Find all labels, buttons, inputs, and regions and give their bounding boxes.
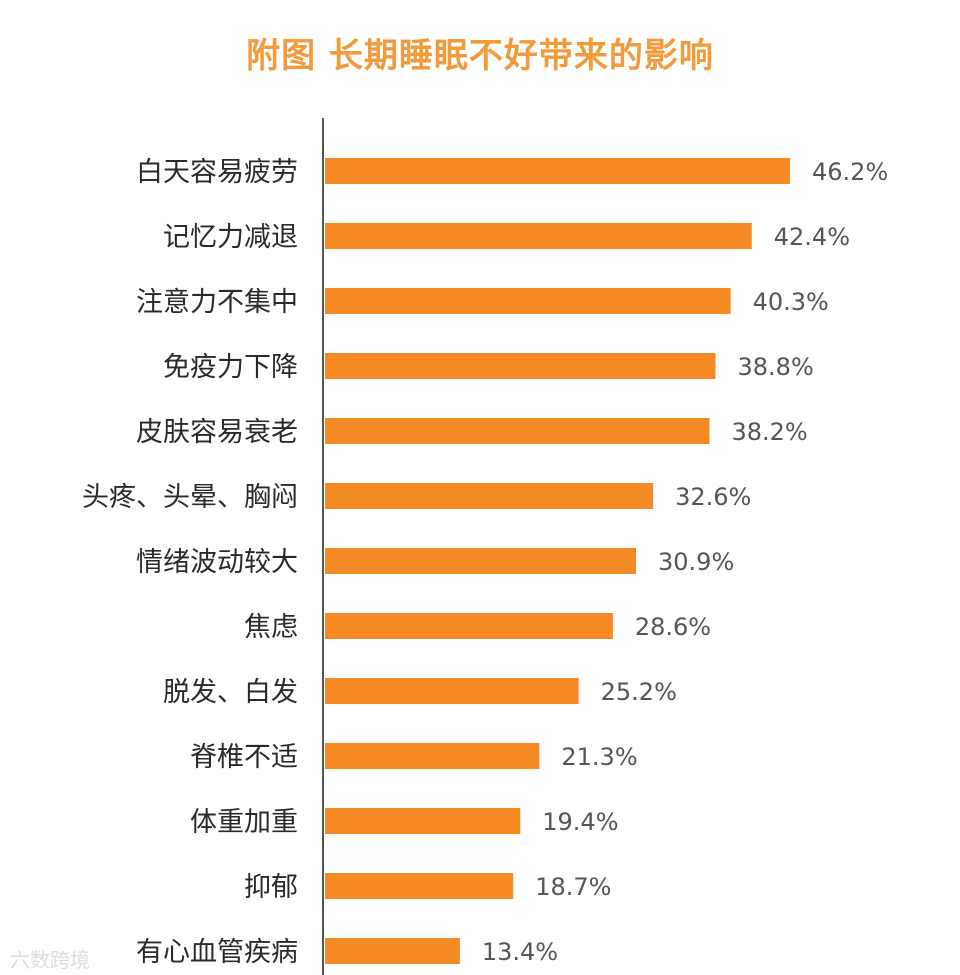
value-label: 21.3% bbox=[561, 743, 637, 771]
value-label: 18.7% bbox=[535, 873, 611, 901]
category-label: 焦虑 bbox=[244, 612, 298, 643]
value-label: 46.2% bbox=[812, 158, 888, 186]
value-label: 28.6% bbox=[635, 613, 711, 641]
category-label: 脊椎不适 bbox=[190, 742, 298, 773]
value-label: 25.2% bbox=[601, 678, 677, 706]
bar bbox=[325, 678, 579, 704]
category-label: 记忆力减退 bbox=[163, 222, 298, 253]
bar bbox=[325, 158, 790, 184]
bar bbox=[325, 548, 637, 574]
category-label: 注意力不集中 bbox=[136, 287, 298, 318]
value-label: 42.4% bbox=[774, 223, 850, 251]
bar bbox=[325, 483, 654, 509]
bar bbox=[325, 808, 521, 834]
bar bbox=[325, 223, 752, 249]
bar bbox=[325, 288, 731, 314]
bar bbox=[325, 353, 716, 379]
value-label: 38.8% bbox=[738, 353, 814, 381]
category-label: 有心血管疾病 bbox=[136, 937, 298, 968]
value-label: 19.4% bbox=[542, 808, 618, 836]
bars-group: 白天容易疲劳 46.2% 记忆力减退 42.4% 注意力不集中 40.3% 免疫力下降 38.… bbox=[82, 157, 888, 968]
category-label: 免疫力下降 bbox=[163, 352, 298, 383]
value-label: 40.3% bbox=[753, 288, 829, 316]
bar bbox=[325, 613, 613, 639]
value-label: 30.9% bbox=[658, 548, 734, 576]
bar bbox=[325, 873, 514, 899]
bar bbox=[325, 938, 460, 964]
category-label: 皮肤容易衰老 bbox=[136, 417, 298, 448]
category-label: 脱发、白发 bbox=[163, 677, 298, 708]
bar bbox=[325, 743, 540, 769]
category-label: 白天容易疲劳 bbox=[136, 157, 298, 188]
category-label: 体重加重 bbox=[190, 807, 298, 838]
value-label: 38.2% bbox=[731, 418, 807, 446]
chart-title: 附图 长期睡眠不好带来的影响 bbox=[246, 36, 714, 76]
value-label: 13.4% bbox=[482, 938, 558, 966]
category-label: 情绪波动较大 bbox=[136, 547, 298, 578]
bar bbox=[325, 418, 710, 444]
watermark: 六数跨境 bbox=[10, 948, 90, 972]
category-label: 头疼、头晕、胸闷 bbox=[82, 482, 298, 513]
value-label: 32.6% bbox=[675, 483, 751, 511]
category-label: 抑郁 bbox=[244, 872, 298, 903]
